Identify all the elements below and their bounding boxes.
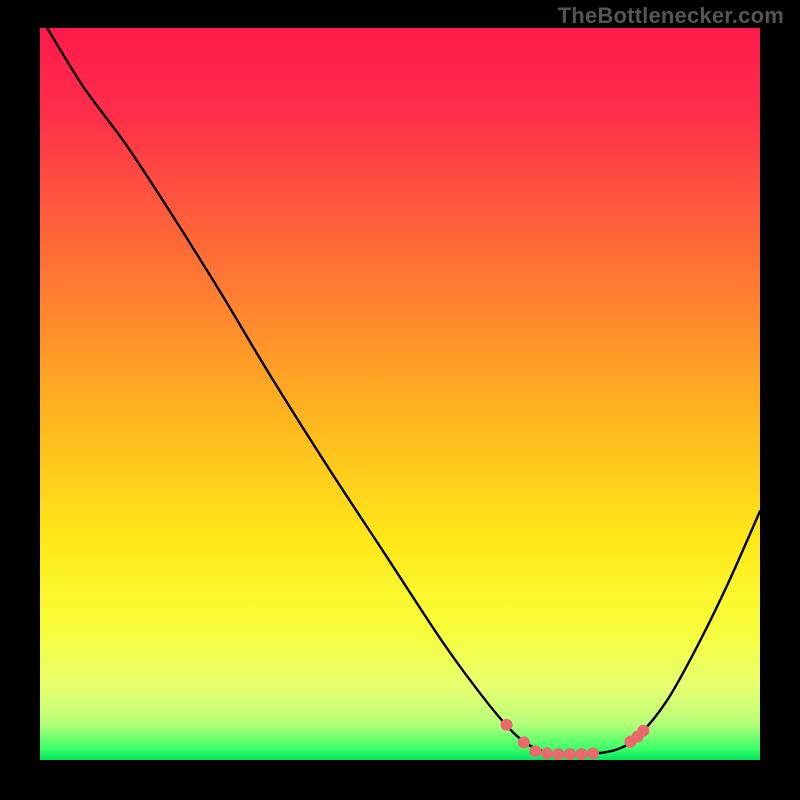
curve-layer — [40, 28, 760, 760]
curve-marker — [564, 748, 576, 760]
curve-marker — [541, 747, 553, 759]
bottleneck-curve — [47, 28, 760, 755]
curve-marker — [552, 748, 564, 760]
curve-marker — [575, 748, 587, 760]
curve-marker — [518, 736, 530, 748]
curve-marker — [587, 747, 599, 759]
curve-marker — [637, 725, 649, 737]
curve-marker — [529, 745, 541, 757]
curve-marker — [501, 719, 513, 731]
watermark-text: TheBottlenecker.com — [558, 3, 784, 29]
chart-container: TheBottlenecker.com — [0, 0, 800, 800]
plot-area — [40, 28, 760, 760]
curve-markers — [501, 719, 650, 760]
